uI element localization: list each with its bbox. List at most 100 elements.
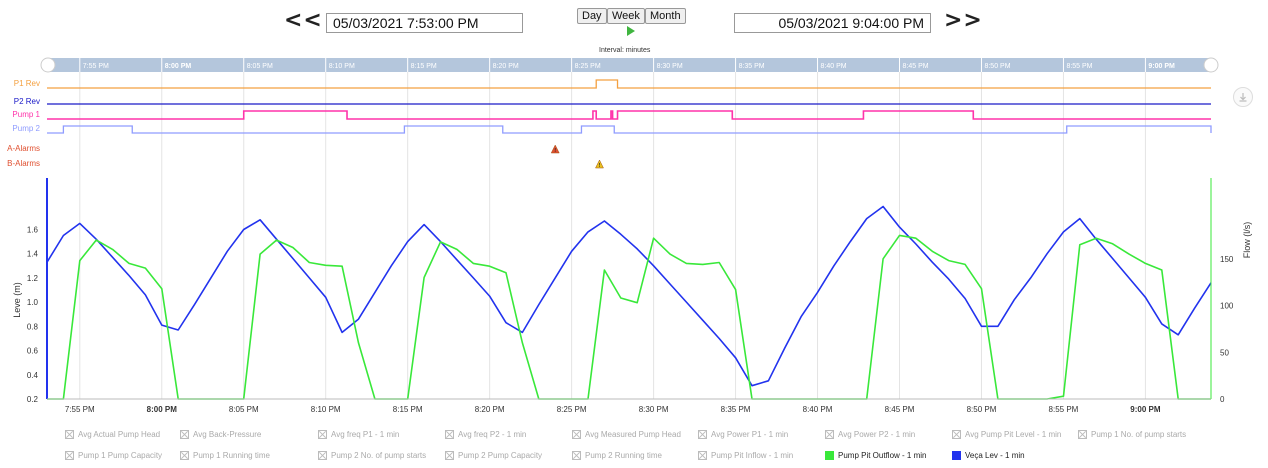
legend-label: Avg Pump Pit Level - 1 min: [965, 430, 1062, 439]
legend-label: Pump Pit Outflow - 1 min: [838, 451, 927, 460]
x-tick-label: 8:00 PM: [147, 405, 178, 414]
status-track-label: Pump 1: [12, 110, 40, 119]
legend-label: Avg Power P1 - 1 min: [711, 430, 789, 439]
legend-item[interactable]: Avg Power P1 - 1 min: [698, 430, 788, 439]
legend-hidden-icon: [952, 430, 961, 439]
navigator-tick-label: 8:10 PM: [329, 63, 355, 70]
navigator-tick-label: 8:35 PM: [739, 63, 765, 70]
legend-item[interactable]: Pump 1 No. of pump starts: [1078, 430, 1186, 439]
navigator-tick-label: 8:50 PM: [984, 63, 1010, 70]
series-line-ve-a-lev-1-min: [46, 205, 1212, 387]
x-tick-label: 8:10 PM: [311, 405, 341, 414]
legend-item[interactable]: Pump 2 Running time: [572, 451, 662, 460]
legend-label: Pump 1 Pump Capacity: [78, 451, 163, 460]
y-left-tick-label: 0.8: [27, 322, 39, 331]
legend-label: Pump 2 No. of pump starts: [331, 451, 427, 460]
legend-hidden-icon: [445, 451, 454, 460]
x-tick-label: 8:45 PM: [885, 405, 915, 414]
next-period-button[interactable]: >>: [944, 8, 983, 33]
legend-item[interactable]: Avg Back-Pressure: [180, 430, 261, 439]
status-track-label: P2 Rev: [14, 97, 40, 106]
legend-item[interactable]: Pump 1 Running time: [180, 451, 270, 460]
legend-swatch-icon: [825, 451, 834, 460]
navigator-tick-label: 8:55 PM: [1066, 63, 1092, 70]
x-tick-label: 8:05 PM: [229, 405, 259, 414]
y-left-tick-label: 1.0: [27, 298, 39, 307]
legend-hidden-icon: [445, 430, 454, 439]
legend-label: Avg Actual Pump Head: [78, 430, 161, 439]
legend-hidden-icon: [825, 430, 834, 439]
range-day-button[interactable]: Day: [577, 8, 607, 24]
legend-item[interactable]: Pump Pit Inflow - 1 min: [698, 451, 793, 460]
legend-item[interactable]: Avg freq P1 - 1 min: [318, 430, 399, 439]
status-track-pump-2: [47, 125, 1212, 134]
legend-label: Pump Pit Inflow - 1 min: [711, 451, 794, 460]
navigator-tick-label: 7:55 PM: [83, 63, 109, 70]
svg-text:!: !: [599, 163, 601, 169]
x-tick-label: 8:25 PM: [557, 405, 587, 414]
navigator-tick-label: 8:30 PM: [657, 63, 683, 70]
legend-hidden-icon: [180, 430, 189, 439]
legend-item[interactable]: Avg Actual Pump Head: [65, 430, 160, 439]
legend-item[interactable]: Avg Pump Pit Level - 1 min: [952, 430, 1061, 439]
legend-swatch-icon: [952, 451, 961, 460]
interval-play-icon[interactable]: [626, 26, 636, 36]
x-tick-label: 8:55 PM: [1049, 405, 1079, 414]
legend-label: Avg Power P2 - 1 min: [838, 430, 916, 439]
legend-item[interactable]: Avg Power P2 - 1 min: [825, 430, 915, 439]
status-track-label: Pump 2: [12, 124, 40, 133]
svg-text:!: !: [554, 148, 556, 154]
status-track-label: P1 Rev: [14, 79, 40, 88]
y-right-tick-label: 50: [1220, 348, 1229, 357]
y-left-axis-label: Leve (m): [12, 282, 22, 318]
legend-hidden-icon: [318, 451, 327, 460]
previous-period-button[interactable]: <<: [284, 8, 323, 33]
y-left-tick-label: 1.6: [27, 225, 39, 234]
x-tick-label: 8:40 PM: [803, 405, 833, 414]
legend-item[interactable]: Avg Measured Pump Head: [572, 430, 681, 439]
alarm-track-label: A-Alarms: [7, 144, 40, 153]
navigator-tick-label: 8:40 PM: [821, 63, 847, 70]
legend-label: Pump 1 No. of pump starts: [1091, 430, 1187, 439]
legend-label: Avg Measured Pump Head: [585, 430, 681, 439]
legend-label: Avg freq P2 - 1 min: [458, 430, 527, 439]
navigator-tick-label: 8:45 PM: [903, 63, 929, 70]
legend-item[interactable]: Pump Pit Outflow - 1 min: [825, 451, 926, 460]
legend-item[interactable]: Veça Lev - 1 min: [952, 451, 1025, 460]
navigator-tick-label: 8:05 PM: [247, 63, 273, 70]
navigator-left-handle[interactable]: [40, 57, 56, 73]
navigator-tick-label: 8:00 PM: [165, 63, 192, 70]
download-button[interactable]: [1233, 87, 1253, 107]
legend-hidden-icon: [698, 430, 707, 439]
legend-item[interactable]: Pump 2 No. of pump starts: [318, 451, 426, 460]
legend-hidden-icon: [65, 451, 74, 460]
alarm-marker-icon: [595, 159, 604, 169]
legend-item[interactable]: Pump 2 Pump Capacity: [445, 451, 542, 460]
legend-hidden-icon: [180, 451, 189, 460]
range-month-button[interactable]: Month: [645, 8, 686, 24]
download-icon: [1239, 93, 1247, 102]
navigator-tick-label: 9:00 PM: [1148, 63, 1175, 70]
start-date-input[interactable]: 05/03/2021 7:53:00 PM: [326, 13, 523, 33]
navigator-right-handle[interactable]: [1203, 57, 1219, 73]
navigator-bar[interactable]: [47, 58, 1212, 72]
y-right-tick-label: 0: [1220, 395, 1225, 404]
legend-hidden-icon: [65, 430, 74, 439]
legend-hidden-icon: [698, 451, 707, 460]
legend-item[interactable]: Pump 1 Pump Capacity: [65, 451, 162, 460]
x-tick-label: 9:00 PM: [1130, 405, 1161, 414]
legend-hidden-icon: [572, 451, 581, 460]
y-right-tick-label: 150: [1220, 255, 1234, 264]
alarm-track-label: B-Alarms: [7, 159, 40, 168]
legend-item[interactable]: Avg freq P2 - 1 min: [445, 430, 526, 439]
range-week-button[interactable]: Week: [607, 8, 645, 24]
y-left-tick-label: 1.2: [27, 274, 39, 283]
legend-label: Pump 2 Running time: [585, 451, 662, 460]
legend-label: Veça Lev - 1 min: [965, 451, 1025, 460]
x-tick-label: 8:20 PM: [475, 405, 505, 414]
y-left-tick-label: 0.4: [27, 371, 39, 380]
interval-label: Interval: minutes: [599, 47, 651, 54]
x-tick-label: 8:35 PM: [721, 405, 751, 414]
end-date-input[interactable]: 05/03/2021 9:04:00 PM: [734, 13, 931, 33]
